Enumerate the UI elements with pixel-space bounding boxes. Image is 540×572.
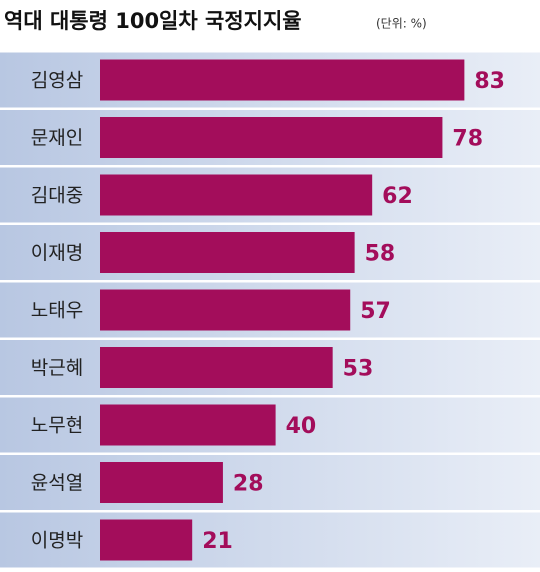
- bar: [100, 289, 351, 331]
- category-label: 이명박: [31, 530, 83, 552]
- value-label: 57: [360, 299, 391, 324]
- value-label: 21: [202, 529, 233, 554]
- value-label: 40: [286, 414, 317, 439]
- category-label: 노무현: [31, 415, 83, 437]
- value-label: 78: [452, 127, 483, 152]
- bar: [100, 347, 333, 388]
- chart-title: 역대 대통령 100일차 국정지지율: [4, 9, 302, 33]
- value-label: 53: [343, 357, 374, 382]
- value-label: 58: [365, 242, 396, 267]
- row-band: [0, 455, 540, 510]
- bar: [100, 462, 223, 503]
- value-label: 28: [233, 472, 264, 497]
- bar: [100, 232, 355, 273]
- value-label: 83: [474, 69, 505, 94]
- bar: [100, 174, 373, 216]
- bar: [100, 519, 193, 561]
- category-label: 김영삼: [31, 70, 83, 92]
- bar: [100, 117, 443, 158]
- bar: [100, 59, 465, 101]
- category-label: 김대중: [31, 185, 83, 207]
- category-label: 윤석열: [31, 472, 83, 494]
- category-label: 노태우: [31, 300, 83, 322]
- category-label: 이재명: [31, 242, 83, 264]
- row-band: [0, 512, 540, 568]
- value-label: 62: [382, 184, 413, 209]
- chart-subtitle: (단위: %): [376, 17, 427, 31]
- bar: [100, 404, 276, 446]
- category-label: 박근혜: [31, 357, 83, 379]
- category-label: 문재인: [31, 127, 83, 149]
